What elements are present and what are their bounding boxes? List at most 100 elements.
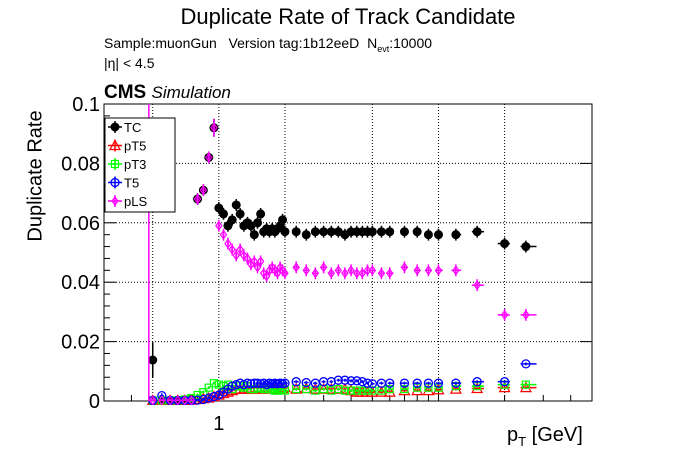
series-T5-point [521, 359, 531, 369]
series-TC-point [278, 215, 288, 225]
cms-label: CMS Simulation [104, 82, 231, 104]
x-tick-label: 1 [213, 413, 224, 435]
info-line: Sample:muonGun Version tag:1b12eeD Nevt:… [104, 35, 432, 54]
series-T5-point [352, 376, 362, 386]
series-T5-point [340, 375, 350, 385]
cms-text: CMS [104, 82, 147, 103]
eta-cut-label: |η| < 4.5 [104, 55, 155, 71]
series-pLS-point [224, 238, 232, 249]
series-TC-point [256, 209, 266, 219]
x-axis-label: pT [GeV] [507, 424, 583, 449]
series-pT3-point [302, 385, 311, 394]
y-axis-label: Duplicate Rate [24, 110, 47, 242]
y-tick-label: 0.04 [61, 272, 100, 294]
series-TC-point [376, 227, 386, 237]
series-pLS-point [265, 265, 274, 276]
series-pLS-point [413, 265, 421, 276]
series-T5-point [198, 394, 208, 405]
series-pLS-point [363, 265, 372, 276]
series-pLS-point [281, 268, 289, 279]
series-pLS-point [240, 250, 248, 261]
series-pT5-point [471, 382, 484, 394]
series-pT3-point [385, 385, 394, 394]
series-pT5-point [309, 382, 322, 394]
series-T5-point [412, 378, 422, 388]
series-pLS-point [377, 268, 386, 279]
series-pT5-point [411, 384, 424, 396]
series-pLS-point [319, 262, 328, 273]
series-TC-point [472, 227, 482, 237]
series-pT3-point [358, 386, 367, 395]
x-axis-label-main: p [507, 424, 519, 446]
legend-marker-pT3 [110, 159, 120, 169]
series-TC-point [218, 209, 228, 219]
series-pLS-point [522, 309, 530, 320]
series-T5-point [451, 378, 461, 388]
series-T5-point [423, 378, 434, 388]
y-tick-label: 0 [89, 391, 100, 413]
series-pT5-point [375, 385, 388, 397]
x-axis-label-sub: T [518, 434, 527, 449]
legend-marker-pLS [111, 196, 119, 206]
series-pLS-point [193, 194, 202, 205]
series-pLS-point [166, 395, 174, 406]
series-TC-point [451, 230, 461, 240]
series-TC-point [280, 227, 290, 237]
nevt-label: N [367, 35, 378, 51]
legend-label-TC: TC [124, 120, 141, 135]
series-pT5-point [449, 382, 462, 394]
series-pLS-point [434, 265, 443, 276]
series-pT3-point [340, 386, 350, 395]
series-TC-point [367, 227, 377, 237]
series-TC-point [310, 227, 320, 237]
chart-title: Duplicate Rate of Track Candidate [180, 4, 516, 29]
series-T5-point [209, 391, 219, 402]
series-pLS-point [243, 253, 252, 264]
legend-label-pLS: pLS [124, 194, 147, 209]
series-TC-point [319, 227, 329, 237]
series-pLS-point [347, 265, 355, 276]
series-pT5-point [422, 384, 435, 396]
series-pT5-point [432, 383, 445, 395]
series-pLS-point [334, 265, 343, 276]
series-pLS-point [292, 262, 300, 273]
series-TC-point [235, 209, 245, 219]
series-pLS-point [353, 268, 361, 279]
series-pLS-point [148, 395, 157, 406]
series-pT5-point [519, 381, 532, 393]
series-pT3-point [346, 386, 356, 395]
series-TC-point [301, 230, 311, 240]
series-pLS-point [199, 185, 208, 196]
series-pLS-point [386, 268, 394, 279]
series-T5-point [357, 377, 367, 387]
series-T5-point [214, 390, 224, 400]
y-tick-label: 0.06 [61, 213, 100, 235]
series-pT5-point [398, 384, 411, 396]
series-pLS-point [181, 395, 189, 406]
series-pLS-point [262, 271, 271, 282]
series-T5-point [433, 378, 444, 388]
nevt-value: :10000 [389, 35, 433, 51]
series-pLS-point [256, 256, 265, 267]
series-pLS-point [187, 395, 196, 406]
series-pT5-point [325, 382, 338, 394]
series-T5-point [301, 377, 311, 388]
series-TC-point [433, 230, 443, 240]
series-pLS-point [210, 122, 218, 133]
version-label: Version tag:1b12eeD [228, 35, 360, 51]
series-TC-point [253, 218, 263, 228]
series-pLS-point [424, 265, 433, 276]
series-T5-point [472, 377, 482, 387]
x-axis-label-unit: [GeV] [531, 424, 583, 446]
series-T5-point [204, 393, 214, 403]
series-TC-point [231, 200, 241, 210]
series-T5-point [291, 377, 301, 387]
series-pLS-point [452, 265, 460, 276]
series-pT3-point [521, 380, 530, 389]
series-TC-point [500, 239, 510, 249]
series-pT3-point [204, 383, 213, 392]
series-pT3-point [209, 379, 219, 388]
series-pT3-point [214, 380, 223, 389]
series-pLS-point [232, 250, 240, 261]
